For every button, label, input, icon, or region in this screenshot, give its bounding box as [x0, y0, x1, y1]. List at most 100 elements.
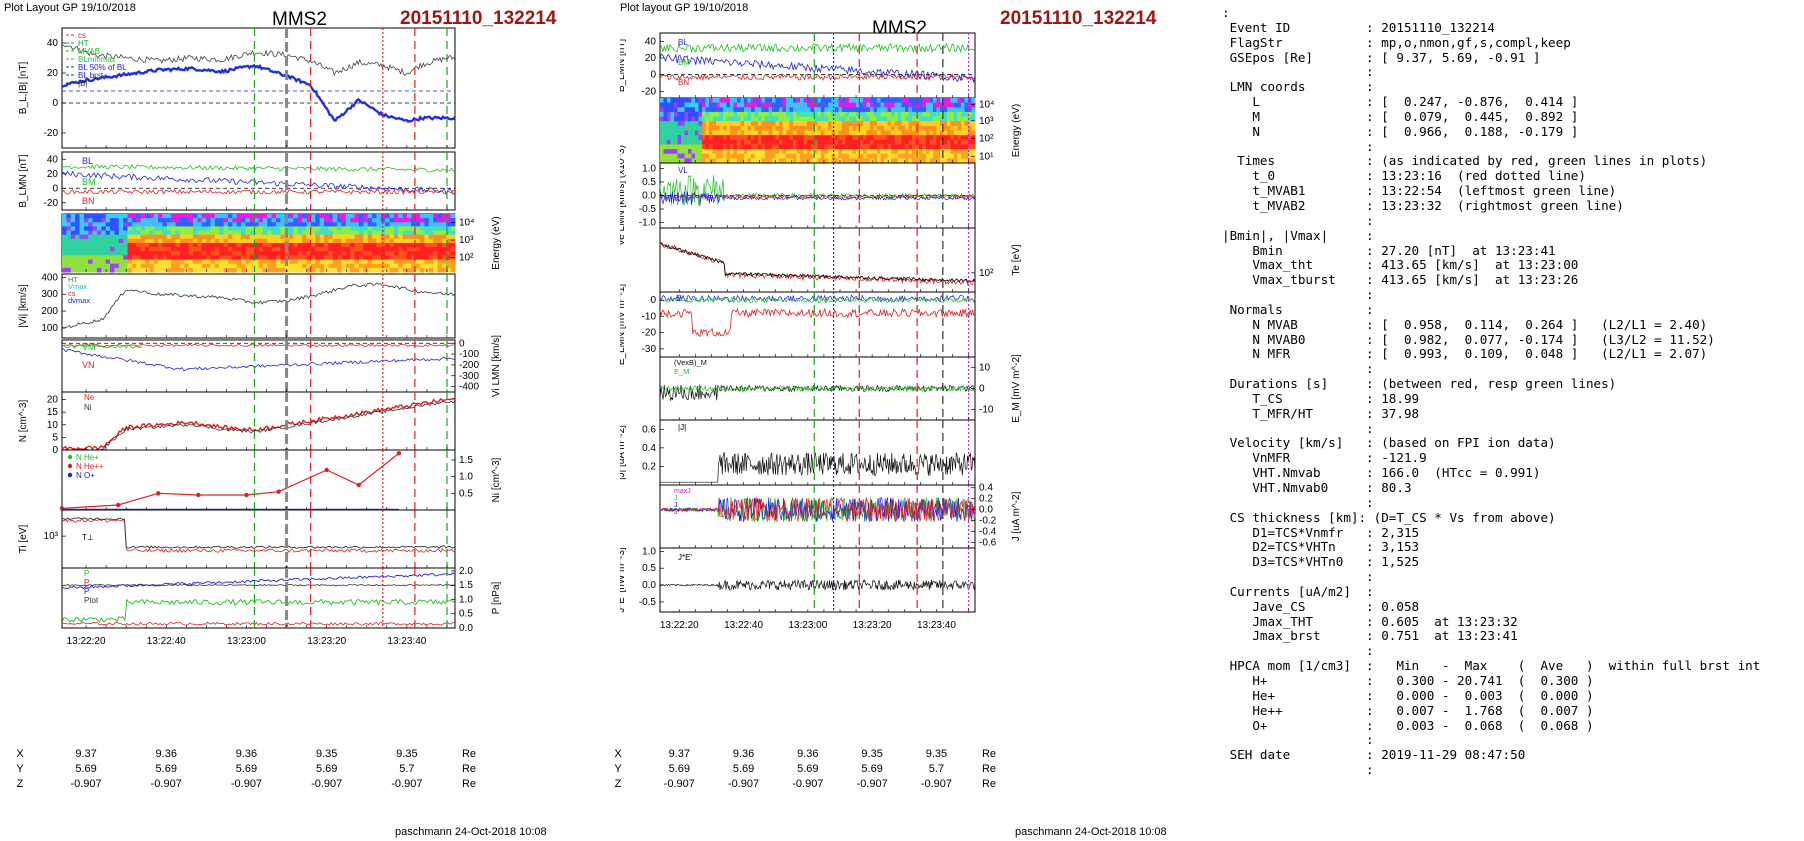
spectrogram-cell: [254, 234, 259, 240]
spectrogram-cell: [175, 230, 181, 236]
spectrogram-cell: [201, 255, 207, 261]
summary-line: :: [1222, 732, 1374, 748]
spectrogram-cell: [796, 158, 801, 164]
spectrogram-cell: [428, 263, 434, 269]
spectrogram-cell: [845, 125, 850, 131]
spectrogram-cell: [389, 263, 395, 269]
spectrogram-cell: [751, 130, 755, 136]
spectrogram-cell: [105, 234, 111, 240]
ephem-unit: Re: [981, 778, 997, 790]
spectrogram-cell: [306, 251, 312, 256]
spectrogram-cell: [954, 144, 958, 150]
spectrogram-cell: [726, 111, 731, 118]
spectrogram-cell: [271, 230, 277, 236]
spectrogram-cell: [877, 139, 881, 145]
spectrogram-cell: [961, 149, 965, 155]
spectrogram-cell: [866, 130, 871, 136]
spectrogram-cell: [702, 107, 706, 113]
spectrogram-cell: [957, 158, 962, 164]
spectrogram-cell: [267, 234, 273, 240]
spectrogram-cell: [933, 158, 937, 164]
spectrogram-cell: [88, 243, 94, 248]
spectrogram-cell: [796, 153, 801, 159]
spectrogram-cell: [912, 144, 916, 150]
spectrogram-cell: [814, 98, 818, 104]
spectrogram-cell: [793, 102, 797, 108]
spectrogram-cell: [880, 125, 885, 131]
spectrogram-cell: [775, 130, 780, 136]
spectrogram-cell: [393, 243, 399, 248]
spectrogram-cell: [184, 230, 190, 236]
spectrogram-cell: [880, 139, 885, 145]
spectrogram-cell: [737, 107, 741, 113]
spectrogram-cell: [219, 218, 225, 223]
spectrogram-cell: [171, 218, 177, 223]
summary-line: He++ : 0.007 - 1.768 ( 0.007 ): [1222, 702, 1594, 718]
spectrogram-cell: [149, 214, 155, 219]
spectrogram-cell: [201, 230, 207, 236]
spectrogram-cell: [859, 107, 864, 113]
spectrogram-cell: [393, 251, 399, 256]
spectrogram-cell: [136, 230, 142, 236]
spectrogram-cell: [719, 121, 724, 127]
spectrogram-cell: [214, 234, 220, 240]
spectrogram-cell: [968, 144, 972, 150]
spectrogram-cell: [884, 139, 888, 145]
spectrogram-cell: [950, 153, 955, 159]
bl-line: [659, 53, 976, 83]
spectrogram-cell: [337, 267, 342, 273]
ephem-value: 5.69: [732, 763, 755, 775]
spectrogram-cell: [62, 263, 67, 269]
spectrogram-cell: [919, 98, 923, 104]
spectrogram-cell: [131, 234, 137, 240]
spectrogram-cell: [677, 111, 682, 118]
spectrogram-cell: [954, 158, 958, 164]
spectrogram-cell: [162, 222, 168, 227]
spectrogram-cell: [940, 149, 944, 155]
spectrogram-cell: [698, 158, 703, 164]
spectrogram-cell: [358, 247, 364, 252]
summary-line: N MVAB : [ 0.958, 0.114, 0.264 ] (L2/L1 …: [1222, 316, 1708, 332]
spectrogram-cell: [140, 226, 146, 232]
spectrogram-cell: [726, 135, 731, 141]
spectrogram-cell: [887, 107, 892, 113]
spectrogram-cell: [954, 125, 958, 131]
spectrogram-cell: [807, 135, 811, 141]
spectrogram-cell: [372, 255, 377, 261]
spectrogram-cell: [698, 135, 703, 141]
spectrogram-cell: [709, 135, 713, 141]
spectrogram-cell: [197, 214, 203, 219]
spectrogram-cell: [415, 251, 421, 256]
spectrogram-cell: [929, 107, 934, 113]
tick-label: -10: [979, 405, 994, 416]
spectrogram-cell: [358, 234, 364, 240]
spectrogram-cell: [887, 135, 892, 141]
spectrogram-cell: [428, 222, 434, 227]
spectrogram-cell: [936, 125, 941, 131]
spectrogram-cell: [894, 111, 899, 118]
spectrogram-cell: [670, 98, 675, 104]
spectrogram-cell: [424, 247, 430, 252]
spectrogram-cell: [223, 238, 229, 244]
spectrogram-cell: [289, 218, 294, 223]
series-label: E: [676, 294, 681, 303]
spectrogram-cell: [210, 230, 216, 236]
spectrogram-cell: [870, 130, 874, 136]
spectrogram-cell: [901, 111, 906, 118]
spectrogram-cell: [324, 255, 329, 261]
spectrogram-cell: [206, 222, 211, 227]
spectrogram-cell: [719, 111, 724, 118]
spectrogram-cell: [845, 121, 850, 127]
spectrogram-cell: [127, 259, 133, 265]
spectrogram-cell: [947, 125, 951, 131]
plot-panel: T⊥Ti [eV] 10³: [18, 509, 456, 569]
spectrogram-cell: [415, 255, 421, 261]
je-line: [659, 578, 976, 592]
spectrogram-cell: [765, 149, 769, 155]
spectrogram-cell: [188, 230, 194, 236]
spectrogram-cell: [712, 102, 717, 108]
spectrogram-cell: [950, 107, 955, 113]
legend-label: BL 50% of BL: [78, 63, 127, 72]
spectrogram-cell: [385, 230, 390, 236]
